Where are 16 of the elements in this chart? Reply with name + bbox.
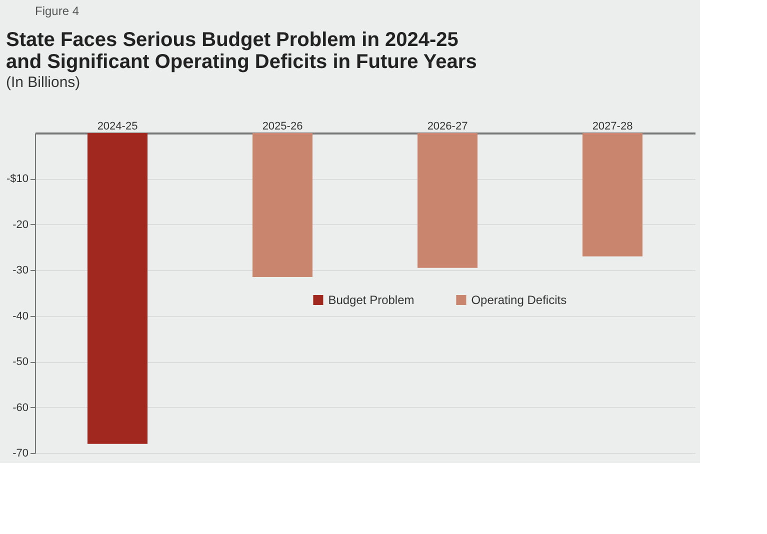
caption: Figure 4 bbox=[35, 4, 80, 18]
chart-title: State Faces Serious Budget Problem in 2024-25 and Significant Operating Deficits in Future Years bbox=[6, 29, 477, 73]
y-tick-label: -70 bbox=[12, 448, 28, 460]
y-tick-label: -$10 bbox=[6, 173, 28, 186]
y-tick-label: -50 bbox=[12, 356, 28, 368]
y-tick-label: -60 bbox=[12, 402, 28, 414]
x-tick-label: 2027-28 bbox=[592, 120, 633, 132]
legend-label: Operating Deficits bbox=[471, 293, 567, 307]
x-tick-label: 2025-26 bbox=[262, 120, 303, 132]
y-tick-label: -20 bbox=[12, 218, 28, 231]
y-tick-label: -30 bbox=[12, 264, 28, 277]
y-tick-label: -40 bbox=[12, 310, 28, 322]
legend-label: Budget Problem bbox=[328, 293, 414, 307]
x-tick-label: 2026-27 bbox=[427, 120, 468, 132]
x-tick-label: 2024-25 bbox=[97, 120, 138, 132]
chart-subtitle: (In Billions) bbox=[6, 74, 80, 91]
